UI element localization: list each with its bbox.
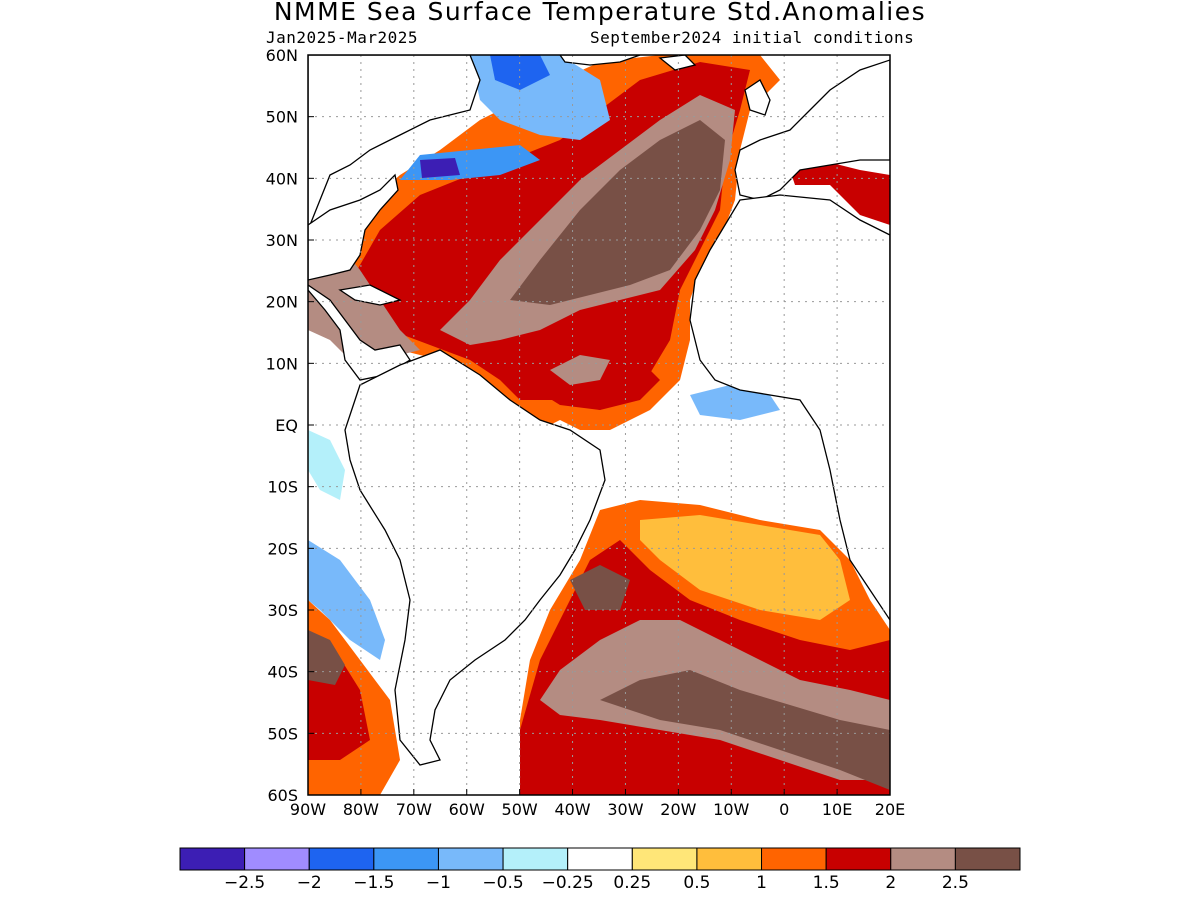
colorbar-label: −0.5	[482, 873, 523, 893]
colorbar-swatch	[954, 847, 1021, 871]
colorbar-label: −2	[297, 873, 322, 893]
colorbar: −2.5 −2 −1.5 −1 −0.5 −0.25 0.25 0.5 1 1.5 2 2.5	[179, 847, 1021, 893]
anomaly-region-pacific-cold	[308, 540, 385, 660]
colorbar-label: 1.5	[813, 873, 840, 893]
lat-tick-label: 40S	[267, 663, 298, 682]
lat-tick-label: 30N	[266, 231, 298, 250]
anomaly-region-na-brown-dark	[510, 120, 725, 305]
colorbar-label: 0.5	[683, 873, 710, 893]
colorbar-label: −2.5	[224, 873, 265, 893]
colorbar-swatch	[437, 847, 504, 871]
lat-tick-label: 60N	[266, 46, 298, 65]
colorbar-swatch	[567, 847, 633, 871]
colorbar-swatch	[890, 847, 956, 871]
colorbar-label: 0.25	[613, 873, 651, 893]
lat-tick-label: 30S	[267, 601, 298, 620]
lon-tick-label: 20W	[660, 800, 696, 819]
land-europe	[734, 59, 890, 201]
anomaly-region-sa-yellow	[640, 515, 850, 620]
lon-tick-label: 10E	[822, 800, 852, 819]
anomaly-region-mediterranean	[790, 160, 890, 225]
land-central-america	[308, 284, 411, 381]
colorbar-swatch	[373, 847, 439, 871]
map-grid	[308, 55, 890, 795]
land-iceland	[658, 55, 697, 71]
anomaly-region-pacific-north-cold	[308, 430, 345, 500]
lon-tick-label: 80W	[343, 800, 379, 819]
anomaly-region-tropical-brown	[550, 355, 610, 385]
lat-tick-label: EQ	[275, 416, 298, 435]
lon-tick-label: 70W	[396, 800, 432, 819]
lat-tick-label: 20S	[267, 539, 298, 558]
colorbar-swatch	[825, 847, 892, 871]
lon-tick-label: 60W	[449, 800, 485, 819]
colorbar-label: 2.5	[942, 873, 969, 893]
lat-tick-label: 40N	[266, 169, 298, 188]
anomaly-region-equatorial-cold	[690, 385, 780, 420]
colorbar-swatch	[179, 847, 246, 871]
land-cuba	[338, 284, 402, 306]
lon-tick-label: 90W	[290, 800, 326, 819]
lat-tick-label: 50N	[266, 108, 298, 127]
colorbar-label: −0.25	[542, 873, 594, 893]
colorbar-swatch	[308, 847, 375, 871]
map-area	[308, 55, 890, 795]
colorbar-swatch	[761, 847, 827, 871]
map-axes: 90W 80W 70W 60W 50W 40W 30W 20W 10W 0 10E 20E 60N 50N…	[266, 46, 906, 819]
land-british-isles	[744, 79, 771, 116]
anomaly-region-labrador-deep-cold	[490, 55, 550, 90]
colorbar-label: −1.5	[353, 873, 394, 893]
land-us-east	[308, 173, 399, 281]
colorbar-label: 1	[756, 873, 767, 893]
lat-tick-label: 60S	[267, 786, 298, 805]
colorbar-label: 2	[885, 873, 896, 893]
lon-tick-label: 0	[779, 800, 789, 819]
lon-tick-label: 10W	[713, 800, 749, 819]
map-title: NMME Sea Surface Temperature Std.Anomali…	[273, 0, 927, 26]
land-greenland	[559, 55, 641, 66]
colorbar-swatch	[696, 847, 763, 871]
lat-tick-label: 50S	[267, 724, 298, 743]
land-south-america	[344, 349, 606, 766]
colorbar-swatch	[631, 847, 698, 871]
colorbar-swatch	[502, 847, 569, 871]
initial-conditions: September2024 initial conditions	[590, 28, 915, 47]
lon-tick-label: 40W	[554, 800, 590, 819]
lon-tick-label: 20E	[875, 800, 905, 819]
anomaly-region-pacific-brown	[308, 630, 345, 685]
colorbar-label: −1	[426, 873, 451, 893]
colorbar-swatch	[244, 847, 310, 871]
lat-tick-label: 20N	[266, 293, 298, 312]
anomaly-region-sa-brown-dark	[600, 670, 890, 790]
lon-tick-label: 50W	[502, 800, 538, 819]
forecast-period: Jan2025-Mar2025	[266, 28, 418, 47]
lat-tick-label: 10S	[267, 478, 298, 497]
anomaly-region-sa-brown-dark-2	[570, 565, 630, 610]
anomaly-region-gulf-stream-deep-cold	[420, 158, 460, 178]
lon-tick-label: 30W	[607, 800, 643, 819]
lat-tick-label: 10N	[266, 354, 298, 373]
